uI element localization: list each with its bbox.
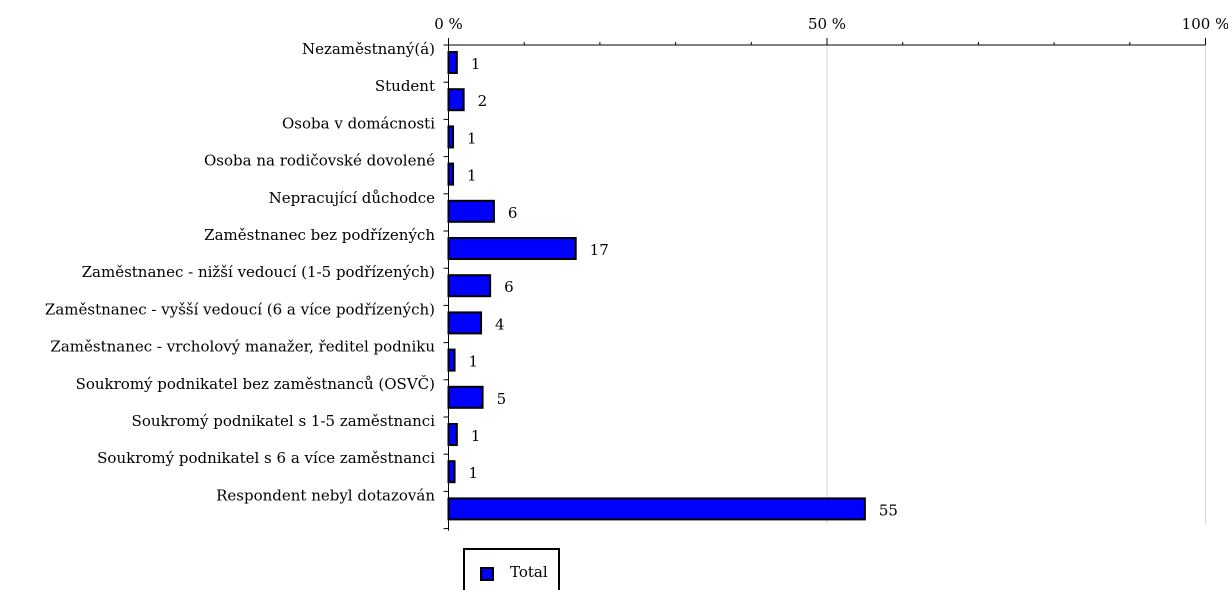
category-label: Nezaměstnaný(á) (302, 40, 435, 58)
data-label: 1 (467, 167, 477, 185)
bars (447, 51, 866, 521)
bar (447, 423, 458, 446)
bar (447, 237, 577, 260)
category-label: Student (375, 77, 435, 95)
category-label: Zaměstnanec - vrcholový manažer, ředitel… (50, 338, 435, 356)
bar (447, 88, 465, 112)
bar (447, 460, 456, 484)
legend-label: Total (510, 563, 548, 581)
bar (447, 497, 866, 521)
bar (447, 311, 483, 335)
x-axis: 0 % 50 % 100 % (434, 15, 1228, 46)
data-label: 4 (495, 315, 505, 333)
data-label: 1 (469, 464, 479, 482)
data-label: 1 (467, 129, 477, 147)
legend: Total (463, 548, 560, 590)
x-tick-label: 50 % (808, 15, 846, 33)
data-label: 55 (879, 501, 898, 519)
category-label: Respondent nebyl dotazován (216, 486, 435, 504)
category-labels: Nezaměstnaný(á) Student Osoba v domácnosti… (45, 40, 435, 504)
bar (447, 274, 492, 298)
bar (447, 125, 455, 149)
category-label: Osoba na rodičovské dovolené (204, 152, 435, 170)
category-label: Osoba v domácnosti (282, 114, 435, 132)
category-label: Zaměstnanec - nižší vedoucí (1-5 podříze… (82, 263, 435, 281)
data-label: 1 (471, 55, 481, 73)
bar (447, 162, 455, 186)
bar (447, 51, 458, 74)
data-label: 6 (504, 278, 514, 296)
bar (447, 385, 484, 409)
category-label: Soukromý podnikatel s 1-5 zaměstnanci (132, 412, 436, 430)
category-label: Soukromý podnikatel s 6 a více zaměstnan… (97, 449, 435, 467)
x-tick-label: 100 % (1182, 15, 1228, 33)
legend-swatch (480, 567, 494, 581)
data-label: 5 (497, 390, 507, 408)
category-label: Soukromý podnikatel bez zaměstnanců (OSV… (76, 375, 435, 393)
category-label: Nepracující důchodce (269, 189, 436, 207)
category-label: Zaměstnanec - vyšší vedoucí (6 a více po… (45, 300, 435, 318)
category-label: Zaměstnanec bez podřízených (204, 226, 435, 244)
data-label: 6 (508, 204, 518, 222)
bar (447, 348, 456, 372)
x-tick-label: 0 % (434, 15, 463, 33)
data-label: 1 (471, 427, 481, 445)
value-labels: 1 2 1 1 6 17 6 4 1 5 1 1 55 (467, 55, 898, 519)
data-label: 2 (478, 92, 488, 110)
gridlines (826, 45, 1206, 524)
data-label: 17 (590, 241, 609, 259)
bar (447, 199, 495, 223)
data-label: 1 (469, 353, 479, 371)
